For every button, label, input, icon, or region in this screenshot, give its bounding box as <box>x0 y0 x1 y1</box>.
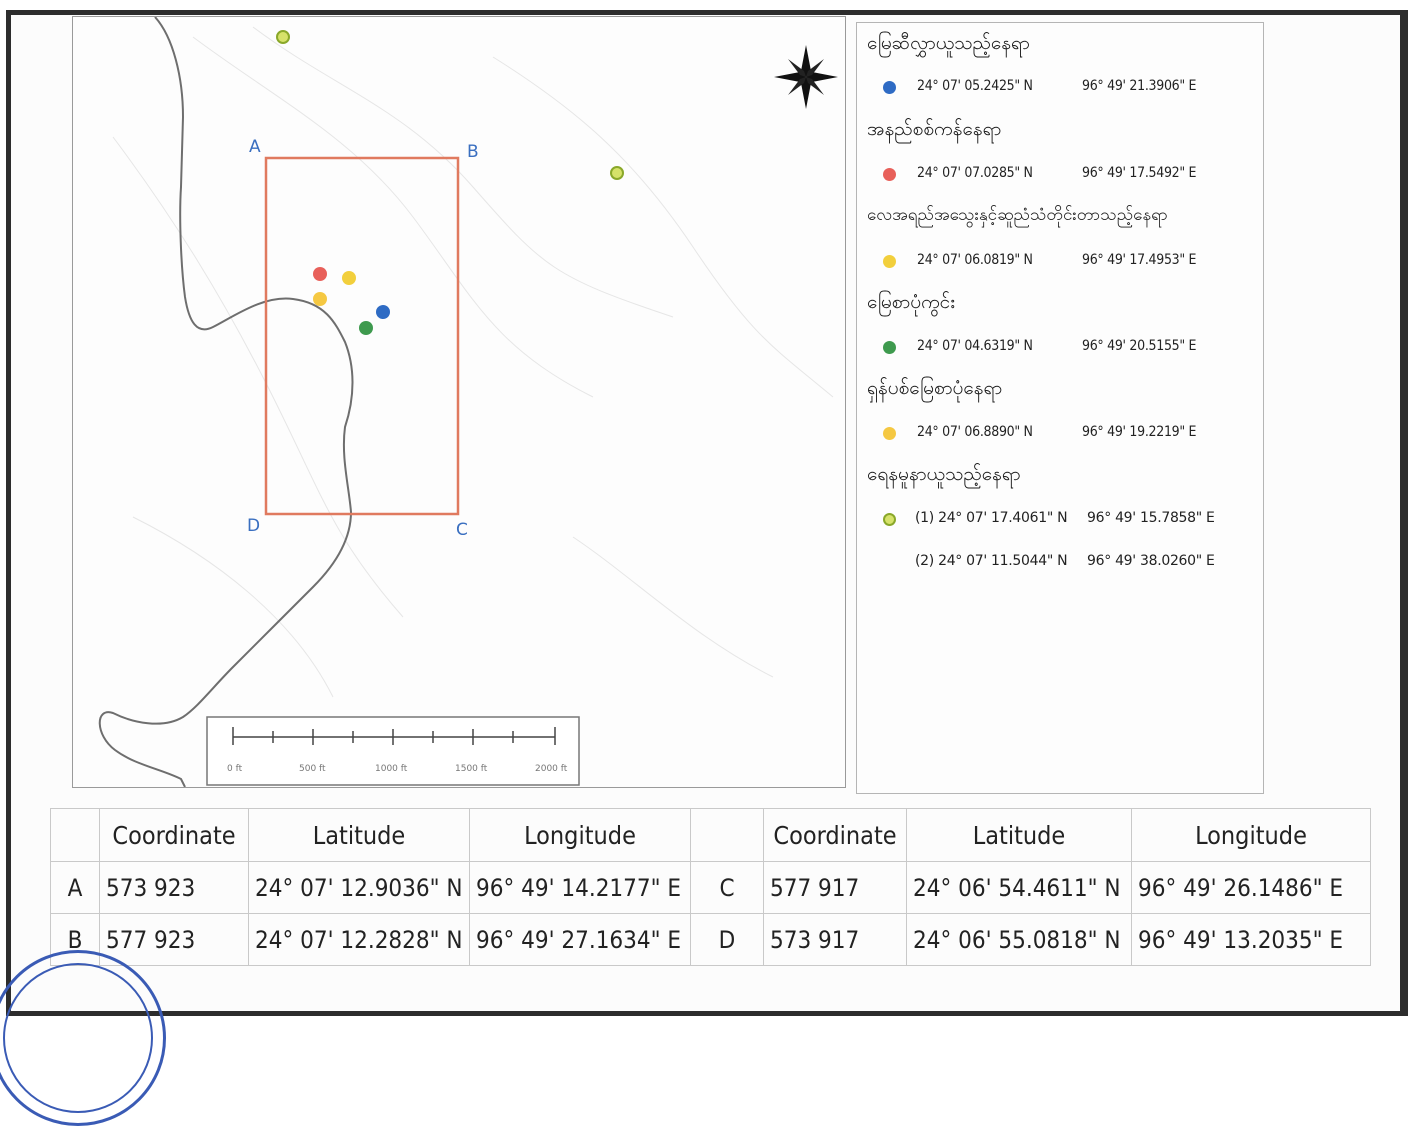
table-row: B 577 923 24° 07' 12.2828" N 96° 49' 27.… <box>50 913 1371 966</box>
scale-bar-box <box>206 716 580 786</box>
point-shanpit-dump <box>313 292 327 306</box>
legend-title-air-noise: လေအရည်အသွေးနှင့်ဆူညံသံတိုင်းတာသည့်နေရာ <box>867 205 1168 225</box>
legend-lon: 96° 49' 20.5155" E <box>1082 338 1197 354</box>
legend-lat: 24° 07' 05.2425" N <box>917 78 1033 94</box>
table-header-cell: Latitude <box>906 808 1132 862</box>
legend-dot-blue <box>883 81 896 94</box>
corner-label-d: D <box>247 516 260 536</box>
project-boundary <box>264 156 460 516</box>
point-water-sampling-1 <box>276 30 290 44</box>
coordinate-table: Coordinate Latitude Longitude Coordinate… <box>50 808 1371 966</box>
scale-label: 1500 ft <box>455 764 488 774</box>
north-arrow-icon <box>774 45 838 109</box>
legend-lon: 96° 49' 21.3906" E <box>1082 78 1197 94</box>
legend-title-shanpit: ရှန်ပစ်မြေစာပုံနေရာ <box>867 377 1003 399</box>
official-seal <box>0 950 166 1126</box>
table-cell: 96° 49' 27.1634" E <box>469 913 691 966</box>
scale-label: 2000 ft <box>535 764 568 774</box>
legend-title-dump-field: မြေစာပုံကွင်း <box>867 291 956 313</box>
point-air-noise <box>342 271 356 285</box>
table-header-cell: Latitude <box>248 808 470 862</box>
corner-label-c: C <box>456 520 468 540</box>
seal-inner-ring <box>3 963 153 1113</box>
table-cell: C <box>690 861 764 914</box>
table-header-row: Coordinate Latitude Longitude Coordinate… <box>50 808 1371 862</box>
legend-lon: 96° 49' 19.2219" E <box>1082 424 1197 440</box>
table-cell: 96° 49' 13.2035" E <box>1131 913 1371 966</box>
legend-dot-lime <box>883 513 896 526</box>
legend-lat: 24° 07' 06.0819" N <box>917 252 1033 268</box>
legend-coord-air-noise: 24° 07' 06.0819" N 96° 49' 17.4953" E <box>917 252 1197 268</box>
legend-dot-gold <box>883 427 896 440</box>
legend-lon: 96° 49' 17.4953" E <box>1082 252 1197 268</box>
table-header-cell <box>690 808 764 862</box>
legend-title-water: ရေနမူနာယူသည့်နေရာ <box>867 463 1021 485</box>
legend-title-soil: မြေဆီလွှာယူသည့်နေရာ <box>867 32 1030 54</box>
legend-coord-water-2: (2) 24° 07' 11.5044" N 96° 49' 38.0260" E <box>915 553 1215 569</box>
table-cell: 577 917 <box>763 861 907 914</box>
legend-panel: မြေဆီလွှာယူသည့်နေရာ 24° 07' 05.2425" N 96… <box>856 22 1264 794</box>
table-cell: 573 917 <box>763 913 907 966</box>
table-cell: 96° 49' 26.1486" E <box>1131 861 1371 914</box>
table-header-cell: Longitude <box>1131 808 1371 862</box>
legend-lon: 96° 49' 15.7858" E <box>1087 510 1215 526</box>
legend-dot-red <box>883 168 896 181</box>
legend-lon: 96° 49' 38.0260" E <box>1087 553 1215 569</box>
legend-lat: (2) 24° 07' 11.5044" N <box>915 553 1068 569</box>
scale-label: 0 ft <box>227 764 243 774</box>
table-cell: 24° 07' 12.2828" N <box>248 913 470 966</box>
legend-coord-dust: 24° 07' 07.0285" N 96° 49' 17.5492" E <box>917 165 1197 181</box>
map-panel: A B C D <box>72 16 846 788</box>
table-cell: 96° 49' 14.2177" E <box>469 861 691 914</box>
table-header-cell: Coordinate <box>99 808 249 862</box>
legend-lat: 24° 07' 07.0285" N <box>917 165 1033 181</box>
table-cell: 24° 06' 55.0818" N <box>906 913 1132 966</box>
table-cell: D <box>690 913 764 966</box>
road-line <box>98 16 354 788</box>
table-cell: A <box>50 861 100 914</box>
legend-coord-soil: 24° 07' 05.2425" N 96° 49' 21.3906" E <box>917 78 1197 94</box>
legend-lat: 24° 07' 06.8890" N <box>917 424 1033 440</box>
corner-label-a: A <box>249 137 261 157</box>
point-water-sampling-2 <box>610 166 624 180</box>
legend-dot-green <box>883 341 896 354</box>
table-cell: 24° 07' 12.9036" N <box>248 861 470 914</box>
table-header-cell: Longitude <box>469 808 691 862</box>
point-dump-field <box>359 321 373 335</box>
legend-coord-water-1: (1) 24° 07' 17.4061" N 96° 49' 15.7858" E <box>915 510 1215 526</box>
legend-coord-shanpit: 24° 07' 06.8890" N 96° 49' 19.2219" E <box>917 424 1197 440</box>
corner-label-b: B <box>467 142 479 162</box>
map-canvas: A B C D <box>98 16 838 788</box>
scale-bar-labels: 0 ft 500 ft 1000 ft 1500 ft 2000 ft <box>227 764 568 774</box>
table-header-cell <box>50 808 100 862</box>
scale-label: 1000 ft <box>375 764 408 774</box>
legend-dot-yellow <box>883 255 896 268</box>
table-cell: 573 923 <box>99 861 249 914</box>
scale-bar <box>232 727 556 745</box>
table-row: A 573 923 24° 07' 12.9036" N 96° 49' 14.… <box>50 861 1371 914</box>
contour-lines <box>112 26 834 698</box>
table-cell: 24° 06' 54.4611" N <box>906 861 1132 914</box>
legend-coord-dump-field: 24° 07' 04.6319" N 96° 49' 20.5155" E <box>917 338 1197 354</box>
table-cell: 577 923 <box>99 913 249 966</box>
legend-title-dust: အနည်စစ်ကန်နေရာ <box>867 118 1002 140</box>
table-header-cell: Coordinate <box>763 808 907 862</box>
legend-lon: 96° 49' 17.5492" E <box>1082 165 1197 181</box>
legend-lat: 24° 07' 04.6319" N <box>917 338 1033 354</box>
point-soil-sampling <box>376 305 390 319</box>
scale-label: 500 ft <box>299 764 326 774</box>
point-dust-sampling <box>313 267 327 281</box>
legend-lat: (1) 24° 07' 17.4061" N <box>915 510 1068 526</box>
